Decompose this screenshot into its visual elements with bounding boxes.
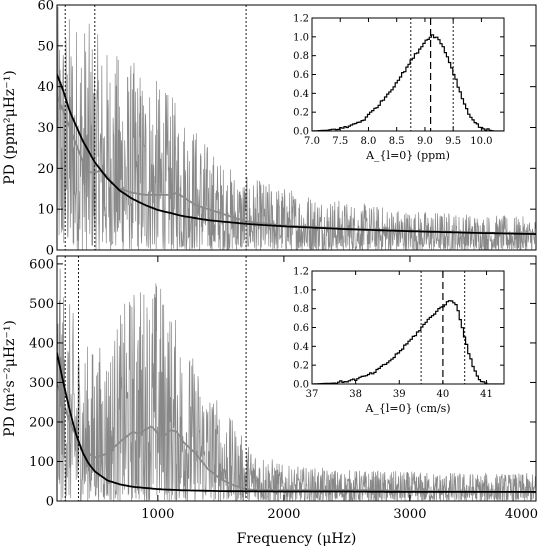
- top-inset-ytick-label: 0.4: [293, 89, 309, 100]
- top-inset-plot-area: [312, 34, 504, 131]
- top-ytick-label: 50: [37, 39, 54, 54]
- top-inset-distribution-series: [312, 34, 504, 131]
- bottom-inset-ytick-label: 0.0: [293, 380, 309, 391]
- bottom-ytick-label: 100: [29, 455, 54, 470]
- top-ytick-label: 10: [37, 203, 54, 218]
- bottom-ytick-label: 200: [29, 415, 54, 430]
- bottom-ytick-label: 300: [29, 376, 54, 391]
- bottom-fit-series: [57, 352, 536, 493]
- top-ytick-label: 0: [46, 244, 54, 259]
- bottom-xtick-label: 2000: [267, 507, 300, 522]
- top-inset-xtick-label: 9.0: [417, 136, 433, 147]
- bottom-inset-ytick-label: 1.0: [293, 285, 309, 296]
- top-panel: 0 10 20 30 40 50 60 PD (ppm²μHz⁻¹): [2, 0, 537, 259]
- bottom-panel: 0 100 200 300 400 500 600 1000 2000 3000 4000 PD (m…: [2, 255, 538, 547]
- bottom-xtick-label: 4000: [505, 507, 538, 522]
- top-inset-background: [312, 18, 504, 131]
- top-ytick-label: 30: [37, 121, 54, 136]
- top-inset-xtick-label: 8.5: [389, 136, 405, 147]
- bottom-inset-ytick-label: 1.2: [293, 267, 309, 278]
- top-inset-xtick-label: 7.5: [332, 136, 348, 147]
- bottom-inset-xtick-label: 37: [306, 389, 319, 400]
- top-ylabel: PD (ppm²μHz⁻¹): [2, 70, 18, 185]
- bottom-inset-ytick-label: 0.8: [293, 304, 309, 315]
- bottom-inset-xtick-label: 38: [349, 389, 362, 400]
- bottom-inset-xtick-label: 40: [437, 389, 450, 400]
- bottom-xlabel: Frequency (μHz): [237, 531, 357, 547]
- top-fit-series: [57, 74, 536, 235]
- bottom-inset-ytick-label: 0.4: [293, 342, 309, 353]
- top-inset-xtick-label: 7.0: [304, 136, 320, 147]
- bottom-frame: [56, 255, 537, 502]
- top-inset-xlabel: A_{l=0} (ppm): [365, 149, 450, 162]
- top-inset-xtick-label: 10.0: [470, 136, 492, 147]
- top-inset-ytick-label: 0.0: [293, 127, 309, 138]
- top-ytick-label: 60: [37, 0, 54, 14]
- bottom-inset-distribution-series: [312, 300, 504, 384]
- top-ytick-label: 20: [37, 162, 54, 177]
- top-spectrum-series: [57, 6, 536, 250]
- top-inset-ytick-label: 1.0: [293, 32, 309, 43]
- top-inset-xtick-label: 8.0: [361, 136, 377, 147]
- bottom-inset-xlabel: A_{l=0} (cm/s): [364, 402, 450, 415]
- bottom-inset-xtick-label: 41: [480, 389, 493, 400]
- bottom-xtick-label: 3000: [393, 507, 426, 522]
- top-inset-ytick-label: 0.2: [293, 108, 309, 119]
- bottom-plot-area: [57, 268, 536, 501]
- bottom-ytick-label: 500: [29, 297, 54, 312]
- top-inset-ytick-label: 0.8: [293, 51, 309, 62]
- bottom-ylabel: PD (m²s⁻²μHz⁻¹): [2, 320, 18, 437]
- bottom-inset-xtick-label: 39: [393, 389, 406, 400]
- bottom-inset-ytick-label: 0.2: [293, 361, 309, 372]
- bottom-ytick-label: 0: [46, 495, 54, 510]
- top-plot-area: [57, 6, 536, 250]
- bottom-ytick-label: 600: [29, 257, 54, 272]
- bottom-ytick-label: 400: [29, 336, 54, 351]
- bottom-inset-ytick-label: 0.6: [293, 323, 309, 334]
- bottom-xtick-label: 1000: [141, 507, 174, 522]
- top-inset-ytick-label: 1.2: [293, 14, 309, 25]
- top-inset-panel: 0.0 0.2 0.4 0.6 0.8 1.0 1.2 7.0 7.5 8.0 8.5 9.0 9.5 1…: [293, 14, 505, 162]
- top-ytick-label: 40: [37, 80, 54, 95]
- bottom-inset-panel: 0.0 0.2 0.4 0.6 0.8 1.0 1.2 37 38 39 40 41 A_{l=0} (…: [293, 267, 505, 415]
- bottom-inset-background: [312, 271, 504, 384]
- top-inset-ytick-label: 0.6: [293, 70, 309, 81]
- bottom-inset-plot-area: [312, 300, 504, 384]
- top-inset-xtick-label: 9.5: [445, 136, 461, 147]
- bottom-spectrum-series: [57, 268, 536, 501]
